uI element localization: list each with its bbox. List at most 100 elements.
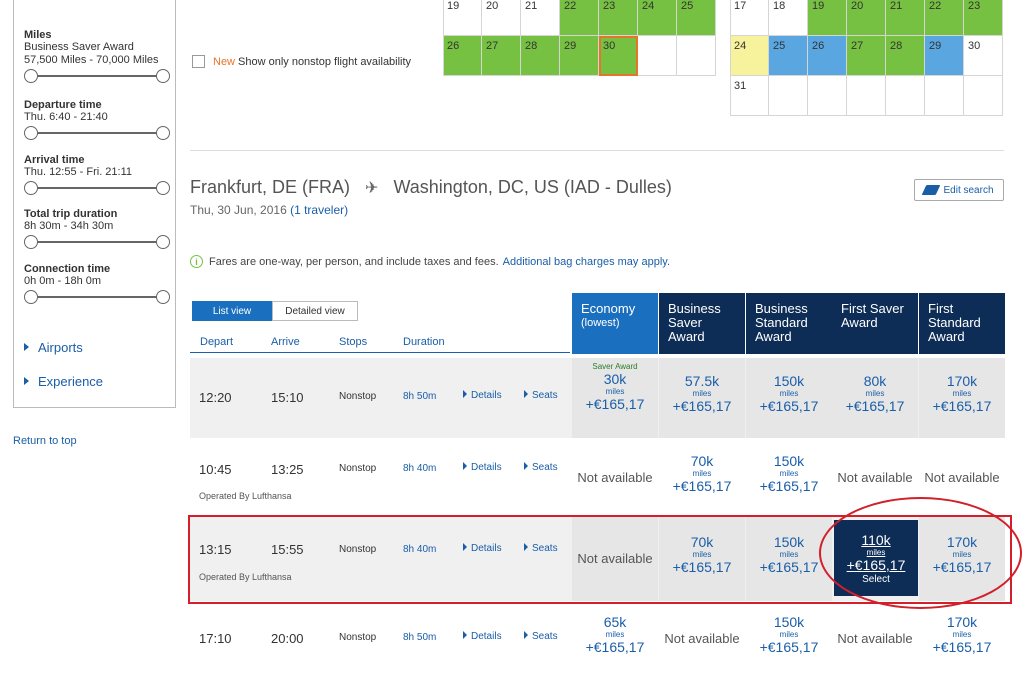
fare-header-business-saver[interactable]: Business Saver Award (659, 293, 745, 354)
fare-economy[interactable]: 65k miles +€165,17 (572, 615, 658, 656)
calendar-day[interactable]: 29 (560, 36, 599, 76)
slider-handle-max[interactable] (156, 126, 170, 140)
calendar-day-selected[interactable]: 30 (599, 36, 638, 76)
fare-economy[interactable]: Saver Award 30k miles +€165,17 (572, 362, 658, 412)
slider-handle-max[interactable] (156, 181, 170, 195)
operated-by: Operated By Lufthansa (199, 491, 292, 501)
fare-unit: miles (866, 548, 886, 557)
fare-first-saver[interactable]: 80k miles +€165,17 (832, 374, 918, 415)
fare-first-standard[interactable]: 170k miles +€165,17 (919, 615, 1005, 656)
list-view-tab[interactable]: List view (192, 301, 272, 321)
stops: Nonstop (339, 544, 377, 555)
route-date: Thu, 30 Jun, 2016 (1 traveler) (190, 203, 348, 217)
chevron-right-icon (24, 343, 29, 351)
calendar-day[interactable]: 24 (638, 0, 677, 36)
calendar-day[interactable]: 19 (808, 0, 847, 36)
calendar-day[interactable]: 23 (599, 0, 638, 36)
fare-header-line: Standard (755, 315, 808, 330)
column-header-duration[interactable]: Duration (403, 336, 445, 348)
nonstop-checkbox[interactable] (192, 55, 205, 68)
fare-business-saver[interactable]: 57.5k miles +€165,17 (659, 374, 745, 415)
fare-first-saver-selected[interactable]: 110k miles +€165,17 Select (834, 520, 918, 596)
select-label: Select (862, 574, 890, 585)
fare-business-saver[interactable]: 70k miles +€165,17 (659, 454, 745, 495)
calendar-day[interactable]: 31 (730, 76, 769, 116)
slider-handle-min[interactable] (24, 290, 38, 304)
calendar-day[interactable]: 24 (730, 36, 769, 76)
slider-handle-min[interactable] (24, 181, 38, 195)
slider-handle-max[interactable] (156, 69, 170, 83)
edit-search-label: Edit search (943, 184, 994, 196)
slider-handle-max[interactable] (156, 290, 170, 304)
calendar-day[interactable]: 27 (847, 36, 886, 76)
calendar-day[interactable]: 25 (677, 0, 716, 36)
nonstop-label: Show only nonstop flight availability (238, 55, 412, 68)
calendar-day[interactable]: 22 (560, 0, 599, 36)
fare-first-standard[interactable]: 170k miles +€165,17 (919, 374, 1005, 415)
details-link[interactable]: Details (463, 543, 502, 554)
calendar-day[interactable]: 21 (886, 0, 925, 36)
column-header-depart[interactable]: Depart (200, 336, 234, 348)
return-to-top-link[interactable]: Return to top (13, 435, 77, 447)
fare-header-economy[interactable]: Economy (lowest) (572, 293, 658, 354)
fare-header-line: Standard (928, 315, 981, 330)
fare-business-standard[interactable]: 150k miles +€165,17 (746, 454, 832, 495)
calendar-day[interactable]: 21 (521, 0, 560, 36)
fare-price: +€165,17 (672, 398, 732, 414)
detailed-view-tab[interactable]: Detailed view (272, 301, 358, 321)
calendar-day[interactable]: 26 (443, 36, 482, 76)
calendar-day[interactable]: 26 (808, 36, 847, 76)
slider-handle-min[interactable] (24, 235, 38, 249)
filter-range: 8h 30m - 34h 30m (24, 220, 114, 232)
fare-first-standard[interactable]: 170k miles +€165,17 (919, 535, 1005, 576)
calendar-day[interactable]: 30 (964, 36, 1003, 76)
slider-handle-max[interactable] (156, 235, 170, 249)
fare-first-saver-unavailable: Not available (837, 470, 913, 485)
fare-miles: 30k (603, 371, 627, 387)
calendar-day-empty (677, 36, 716, 76)
info-icon: i (190, 255, 203, 268)
airplane-icon: ✈ (365, 180, 379, 197)
calendar-day[interactable]: 28 (886, 36, 925, 76)
calendar-day[interactable]: 20 (847, 0, 886, 36)
airports-expander[interactable]: Airports (24, 340, 83, 355)
calendar-day[interactable]: 22 (925, 0, 964, 36)
fare-header-first-standard[interactable]: First Standard Award (919, 293, 1005, 354)
calendar-day[interactable]: 29 (925, 36, 964, 76)
seats-link[interactable]: Seats (524, 543, 558, 554)
calendar-day[interactable]: 17 (730, 0, 769, 36)
details-link[interactable]: Details (463, 462, 502, 473)
fare-business-saver[interactable]: 70k miles +€165,17 (659, 535, 745, 576)
column-header-stops[interactable]: Stops (339, 336, 368, 348)
fare-business-standard[interactable]: 150k miles +€165,17 (746, 535, 832, 576)
fare-business-standard[interactable]: 150k miles +€165,17 (746, 374, 832, 415)
calendar-day[interactable]: 18 (769, 0, 808, 36)
seats-link[interactable]: Seats (524, 631, 558, 642)
filter-title: Connection time (24, 263, 111, 275)
chevron-right-icon (524, 390, 528, 398)
fare-header-business-standard[interactable]: Business Standard Award (746, 293, 832, 354)
fare-header-first-saver[interactable]: First Saver Award (832, 293, 918, 354)
details-link[interactable]: Details (463, 631, 502, 642)
calendar-day[interactable]: 25 (769, 36, 808, 76)
edit-search-button[interactable]: Edit search (914, 179, 1004, 201)
seats-link[interactable]: Seats (524, 462, 558, 473)
arrival-time-filter: Arrival time Thu. 12:55 - Fri. 21:11 (24, 154, 170, 195)
calendar-day[interactable]: 28 (521, 36, 560, 76)
chevron-right-icon (463, 390, 467, 398)
details-link[interactable]: Details (463, 390, 502, 401)
calendar-day[interactable]: 20 (482, 0, 521, 36)
calendar-day[interactable]: 19 (443, 0, 482, 36)
slider-handle-min[interactable] (24, 126, 38, 140)
seats-link[interactable]: Seats (524, 390, 558, 401)
calendar-day[interactable]: 27 (482, 36, 521, 76)
experience-expander[interactable]: Experience (24, 374, 103, 389)
fare-business-standard[interactable]: 150k miles +€165,17 (746, 615, 832, 656)
calendar-day[interactable]: 23 (964, 0, 1003, 36)
nonstop-filter[interactable]: New Show only nonstop flight availabilit… (192, 55, 411, 68)
bag-charges-link[interactable]: Additional bag charges may apply. (502, 255, 670, 268)
travelers-link[interactable]: (1 traveler) (290, 203, 349, 217)
column-header-arrive[interactable]: Arrive (271, 336, 300, 348)
slider-handle-min[interactable] (24, 69, 38, 83)
trip-duration-filter: Total trip duration 8h 30m - 34h 30m (24, 208, 170, 249)
